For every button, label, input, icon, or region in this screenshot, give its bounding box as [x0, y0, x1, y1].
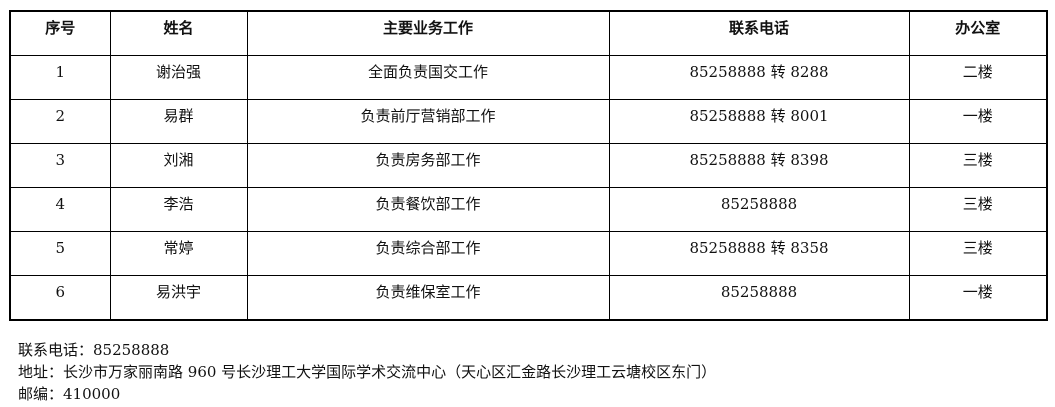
table-row: 2 易群 负责前厅营销部工作 85258888 转 8001 一楼: [9, 99, 1048, 144]
cell-index: 6: [9, 275, 111, 321]
cell-duty: 负责房务部工作: [246, 143, 610, 188]
footer-postcode: 邮编：410000: [18, 385, 121, 403]
cell-phone: 85258888: [608, 275, 910, 321]
cell-index: 5: [9, 231, 111, 276]
footer-phone: 联系电话：85258888: [18, 341, 170, 359]
cell-index: 2: [9, 99, 111, 144]
table-row: 6 易洪宇 负责维保室工作 85258888 一楼: [9, 275, 1048, 321]
cell-name: 谢治强: [109, 55, 248, 100]
header-name: 姓名: [109, 10, 248, 56]
cell-name: 刘湘: [109, 143, 248, 188]
cell-name: 易群: [109, 99, 248, 144]
header-duty: 主要业务工作: [246, 10, 610, 56]
cell-name: 李浩: [109, 187, 248, 232]
cell-phone: 85258888 转 8358: [608, 231, 910, 276]
table-row: 5 常婷 负责综合部工作 85258888 转 8358 三楼: [9, 231, 1048, 276]
cell-phone: 85258888: [608, 187, 910, 232]
cell-office: 一楼: [908, 99, 1048, 144]
footer-address: 地址：长沙市万家丽南路 960 号长沙理工大学国际学术交流中心（天心区汇金路长沙…: [18, 363, 717, 381]
cell-phone: 85258888 转 8001: [608, 99, 910, 144]
cell-office: 三楼: [908, 143, 1048, 188]
cell-duty: 负责综合部工作: [246, 231, 610, 276]
footer-info: 联系电话：85258888 地址：长沙市万家丽南路 960 号长沙理工大学国际学…: [18, 339, 716, 405]
cell-duty: 负责餐饮部工作: [246, 187, 610, 232]
cell-phone: 85258888 转 8398: [608, 143, 910, 188]
cell-phone: 85258888 转 8288: [608, 55, 910, 100]
cell-office: 三楼: [908, 187, 1048, 232]
cell-duty: 全面负责国交工作: [246, 55, 610, 100]
table-row: 4 李浩 负责餐饮部工作 85258888 三楼: [9, 187, 1048, 232]
header-phone: 联系电话: [608, 10, 910, 56]
cell-duty: 负责前厅营销部工作: [246, 99, 610, 144]
cell-office: 三楼: [908, 231, 1048, 276]
cell-office: 一楼: [908, 275, 1048, 321]
cell-name: 常婷: [109, 231, 248, 276]
table-row: 1 谢治强 全面负责国交工作 85258888 转 8288 二楼: [9, 55, 1048, 100]
header-index: 序号: [9, 10, 111, 56]
cell-duty: 负责维保室工作: [246, 275, 610, 321]
header-row: 序号 姓名 主要业务工作 联系电话 办公室: [9, 10, 1048, 56]
cell-index: 1: [9, 55, 111, 100]
cell-index: 4: [9, 187, 111, 232]
table-row: 3 刘湘 负责房务部工作 85258888 转 8398 三楼: [9, 143, 1048, 188]
contact-table: 序号 姓名 主要业务工作 联系电话 办公室 1 谢治强 全面负责国交工作 852588…: [9, 10, 1048, 321]
cell-name: 易洪宇: [109, 275, 248, 321]
cell-office: 二楼: [908, 55, 1048, 100]
cell-index: 3: [9, 143, 111, 188]
header-office: 办公室: [908, 10, 1048, 56]
